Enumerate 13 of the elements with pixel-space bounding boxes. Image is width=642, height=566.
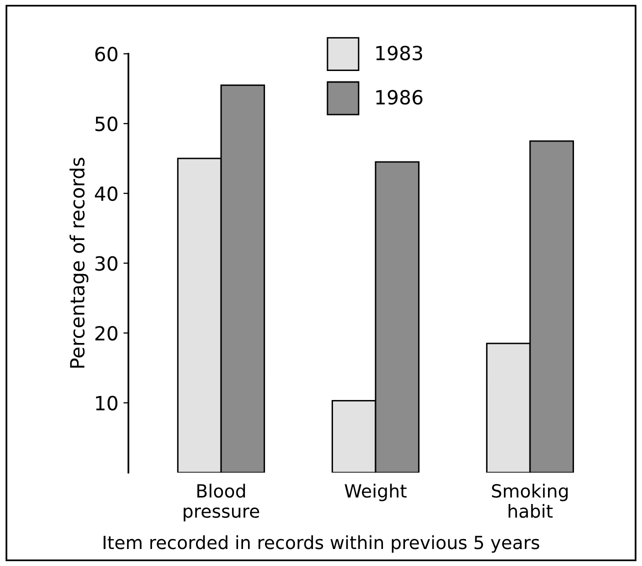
y-tick-label: 50 [95, 116, 118, 132]
y-tick-label: 10 [96, 396, 118, 410]
y-tick-label: 30 [95, 256, 118, 271]
x-axis-title: Item recorded in records within previous 5 years [104, 535, 540, 553]
x-tick-label: Blood pressure [184, 484, 260, 522]
y-tick-label: 40 [94, 186, 118, 202]
y-axis-title: Percentage of records [70, 158, 88, 368]
legend-label: 1986 [376, 90, 422, 105]
y-tick-label: 60 [95, 46, 118, 62]
x-tick-label: Smoking habit [492, 484, 568, 518]
legend-label: 1983 [376, 46, 422, 60]
x-tick-label: Weight [344, 484, 407, 502]
y-tick-label: 20 [95, 326, 118, 341]
